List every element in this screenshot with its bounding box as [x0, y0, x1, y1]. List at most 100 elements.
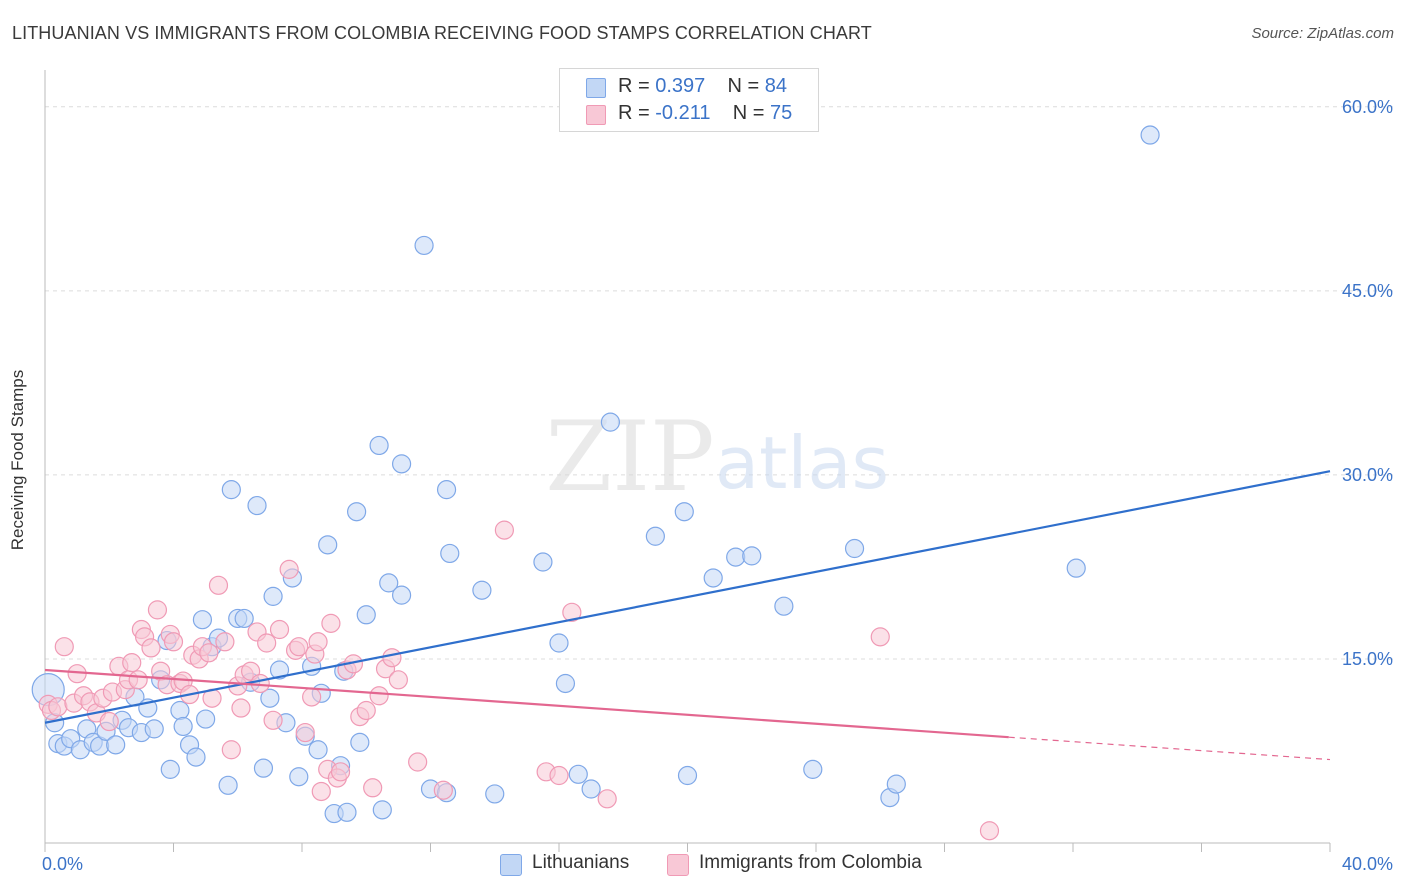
point-lithuanian [379, 573, 399, 593]
series-name-lithuanians: Lithuanians [532, 852, 630, 873]
point-lithuanian [234, 608, 254, 629]
point-colombia [279, 559, 299, 579]
watermark-zip: ZIP [545, 401, 714, 513]
x-tick-label: 40.0% [1342, 854, 1393, 874]
series-swatch-pink [667, 854, 689, 876]
point-colombia [597, 789, 617, 809]
y-tick-label: 45.0% [1342, 281, 1393, 301]
point-colombia [562, 602, 582, 622]
series-colombia-points [38, 520, 1000, 841]
point-lithuanian [192, 610, 213, 630]
point-lithuanian [160, 759, 180, 779]
point-colombia [356, 700, 376, 721]
point-lithuanian [221, 480, 241, 500]
point-colombia [208, 575, 229, 595]
point-colombia [979, 821, 1000, 841]
point-lithuanian [308, 740, 328, 760]
point-lithuanian [372, 800, 392, 820]
point-lithuanian [106, 735, 126, 755]
source-label: Source: ZipAtlas.com [1251, 25, 1394, 42]
point-lithuanian [436, 480, 457, 500]
trend-line-colombia [44, 668, 1009, 739]
trend-lines [44, 470, 1331, 761]
point-lithuanian [347, 502, 367, 522]
point-lithuanian [247, 495, 267, 516]
point-colombia [54, 637, 74, 657]
point-lithuanian [703, 568, 723, 588]
point-lithuanian [555, 673, 576, 694]
point-colombia [870, 627, 890, 647]
point-lithuanian [391, 585, 412, 605]
point-colombia [388, 670, 408, 690]
legend-n-value: 75 [769, 102, 793, 124]
point-lithuanian [568, 764, 588, 784]
point-lithuanian [677, 765, 698, 786]
legend-n-value: 84 [764, 75, 788, 97]
point-lithuanian [289, 767, 309, 787]
watermark: ZIP atlas [545, 401, 889, 513]
point-lithuanian [356, 605, 376, 625]
point-lithuanian [186, 747, 206, 767]
point-colombia [147, 600, 168, 620]
point-lithuanian [1066, 558, 1086, 578]
correlation-legend: R = 0.397 N = 84 R = -0.211 N = 75 [559, 68, 819, 132]
point-lithuanian [674, 502, 694, 522]
point-colombia [128, 670, 148, 690]
point-colombia [221, 740, 241, 760]
point-colombia [494, 520, 514, 540]
point-lithuanian [485, 784, 505, 804]
legend-r-value: 0.397 [655, 75, 706, 97]
y-tick-labels: 15.0% 30.0% 45.0% 60.0% [1342, 97, 1393, 669]
point-lithuanian [350, 732, 370, 752]
point-colombia [269, 619, 290, 640]
point-colombia [163, 632, 184, 652]
point-lithuanian [726, 547, 746, 567]
series-swatch-blue [500, 854, 522, 876]
trend-line-lithuanians [44, 470, 1331, 724]
point-lithuanian [269, 660, 290, 680]
legend-swatch-pink [586, 105, 606, 125]
point-lithuanian [742, 546, 762, 566]
y-tick-label: 60.0% [1342, 97, 1393, 117]
point-lithuanian [844, 538, 865, 559]
point-colombia [99, 711, 119, 732]
point-colombia [308, 632, 328, 652]
point-lithuanian [645, 526, 665, 546]
point-lithuanian [414, 235, 434, 256]
point-lithuanian [803, 759, 823, 779]
point-lithuanian [144, 719, 164, 739]
legend-n-label: N = [732, 102, 765, 124]
point-lithuanian [173, 716, 193, 737]
point-colombia [311, 781, 331, 802]
point-lithuanian [440, 543, 460, 564]
point-lithuanian [391, 454, 412, 474]
legend-swatch-blue [586, 78, 606, 98]
point-colombia [382, 648, 402, 668]
point-lithuanian [253, 758, 274, 778]
legend-r-label: R = [618, 75, 650, 97]
point-lithuanian [337, 802, 357, 822]
point-colombia [199, 643, 219, 663]
point-lithuanian [600, 412, 621, 432]
point-lithuanian [774, 596, 794, 616]
point-colombia [302, 687, 322, 707]
point-colombia [330, 762, 351, 782]
point-lithuanian [533, 552, 553, 572]
gridlines [45, 106, 1393, 660]
point-colombia [122, 653, 142, 673]
point-colombia [369, 686, 389, 706]
point-colombia [48, 697, 68, 717]
point-colombia [408, 752, 428, 772]
point-lithuanian [218, 775, 238, 795]
y-tick-label: 15.0% [1342, 649, 1393, 669]
point-lithuanian [1140, 125, 1160, 145]
watermark-atlas: atlas [715, 421, 889, 505]
point-lithuanian [260, 688, 280, 708]
point-lithuanian [170, 700, 190, 721]
point-colombia [141, 638, 161, 658]
point-colombia [295, 722, 315, 743]
x-tick-label: 0.0% [42, 854, 83, 874]
legend-r-value: -0.211 [655, 102, 711, 124]
point-lithuanian [886, 774, 906, 794]
